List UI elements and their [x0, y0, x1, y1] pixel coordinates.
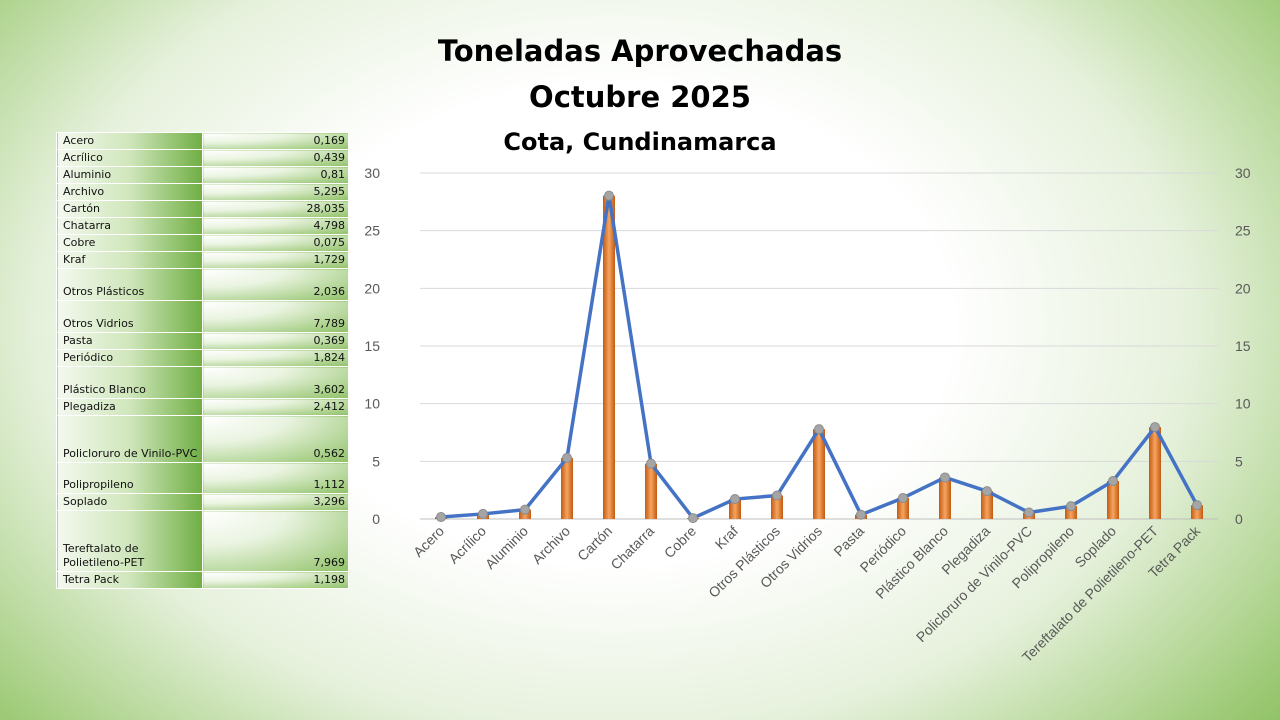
- data-point: [520, 504, 530, 515]
- row-value: 0,562: [202, 415, 349, 463]
- data-point: [1108, 475, 1118, 486]
- row-material: Aluminio: [56, 166, 203, 184]
- y-tick-label: 30: [364, 165, 380, 181]
- data-point: [646, 458, 656, 469]
- bar: [729, 499, 741, 519]
- row-value: 1,112: [202, 462, 349, 494]
- data-point: [982, 486, 992, 497]
- data-point: [898, 492, 908, 503]
- y-tick-label: 0: [372, 511, 380, 527]
- y-tick-label: 25: [364, 223, 380, 239]
- data-point: [1066, 501, 1076, 512]
- data-point: [604, 190, 614, 201]
- data-table: Acero 0,169 Acrílico 0,439 Aluminio 0,81 Archi…: [56, 132, 349, 589]
- bar: [603, 195, 615, 519]
- table-row: Tereftalato de Polietileno-PET 7,969: [56, 510, 349, 572]
- bar: [897, 497, 909, 519]
- bar: [1149, 427, 1161, 519]
- data-point: [1192, 500, 1202, 511]
- bar: [561, 457, 573, 519]
- chart-location: Cota, Cundinamarca: [503, 128, 777, 156]
- y2-tick-label: 10: [1235, 396, 1251, 412]
- table-row: Chatarra 4,798: [56, 217, 349, 235]
- row-material: Otros Plásticos: [56, 268, 203, 301]
- data-point: [856, 509, 866, 520]
- bar: [1107, 480, 1119, 519]
- row-value: 0,81: [202, 166, 349, 184]
- x-tick-label: Aluminio: [482, 523, 531, 572]
- y2-tick-label: 20: [1235, 280, 1251, 296]
- x-tick-label: Archivo: [529, 523, 573, 567]
- bar: [771, 495, 783, 519]
- table-row: Tetra Pack 1,198: [56, 571, 349, 589]
- data-point: [772, 490, 782, 501]
- data-point: [730, 494, 740, 505]
- row-value: 1,729: [202, 251, 349, 269]
- table-row: Archivo 5,295: [56, 183, 349, 201]
- row-value: 28,035: [202, 200, 349, 218]
- row-value: 5,295: [202, 183, 349, 201]
- table-row: Plegadiza 2,412: [56, 398, 349, 416]
- table-row: Polipropileno 1,112: [56, 462, 349, 494]
- x-tick-label: Plástico Blanco: [872, 523, 951, 602]
- x-tick-label: Chatarra: [607, 523, 657, 573]
- table-row: Otros Vidrios 7,789: [56, 300, 349, 333]
- data-point: [1024, 507, 1034, 518]
- data-point: [688, 513, 698, 524]
- row-material: Kraf: [56, 251, 203, 269]
- chart-subtitle: Octubre 2025: [529, 80, 751, 114]
- row-value: 7,969: [202, 510, 349, 572]
- row-value: 1,198: [202, 571, 349, 589]
- row-material: Policloruro de Vinilo-PVC: [56, 415, 203, 463]
- y2-tick-label: 5: [1235, 453, 1243, 469]
- data-point: [1150, 422, 1160, 433]
- row-material: Cartón: [56, 200, 203, 218]
- row-value: 7,789: [202, 300, 349, 333]
- table-row: Policloruro de Vinilo-PVC 0,562: [56, 415, 349, 463]
- data-point: [562, 452, 572, 463]
- table-row: Cartón 28,035: [56, 200, 349, 218]
- bar: [813, 429, 825, 519]
- row-material: Polipropileno: [56, 462, 203, 494]
- y-tick-label: 20: [364, 280, 380, 296]
- y2-tick-label: 25: [1235, 223, 1251, 239]
- table-row: Acero 0,169: [56, 132, 349, 150]
- x-tick-label: Pasta: [830, 523, 867, 560]
- bar: [981, 491, 993, 519]
- y-tick-label: 5: [372, 453, 380, 469]
- x-tick-label: Kraf: [712, 523, 742, 553]
- row-material: Otros Vidrios: [56, 300, 203, 333]
- table-row: Kraf 1,729: [56, 251, 349, 269]
- row-value: 0,369: [202, 332, 349, 350]
- row-value: 2,412: [202, 398, 349, 416]
- row-value: 4,798: [202, 217, 349, 235]
- row-value: 3,296: [202, 493, 349, 511]
- y2-tick-label: 30: [1235, 165, 1251, 181]
- row-material: Plegadiza: [56, 398, 203, 416]
- data-point: [478, 508, 488, 519]
- x-tick-label: Cobre: [661, 523, 699, 561]
- data-point: [436, 512, 446, 523]
- row-value: 0,075: [202, 234, 349, 252]
- x-tick-label: Acero: [410, 523, 447, 560]
- row-material: Tereftalato de Polietileno-PET: [56, 510, 203, 572]
- bar: [645, 463, 657, 519]
- row-value: 1,824: [202, 349, 349, 367]
- row-value: 3,602: [202, 366, 349, 399]
- x-tick-label: Cartón: [574, 523, 615, 564]
- y2-tick-label: 15: [1235, 338, 1251, 354]
- y-tick-label: 15: [364, 338, 380, 354]
- bar: [939, 477, 951, 519]
- row-value: 0,169: [202, 132, 349, 150]
- chart-title: Toneladas Aprovechadas: [437, 34, 843, 68]
- y2-tick-label: 0: [1235, 511, 1243, 527]
- table-row: Aluminio 0,81: [56, 166, 349, 184]
- table-row: Pasta 0,369: [56, 332, 349, 350]
- data-point: [940, 472, 950, 483]
- data-point: [814, 424, 824, 435]
- y-tick-label: 10: [364, 396, 380, 412]
